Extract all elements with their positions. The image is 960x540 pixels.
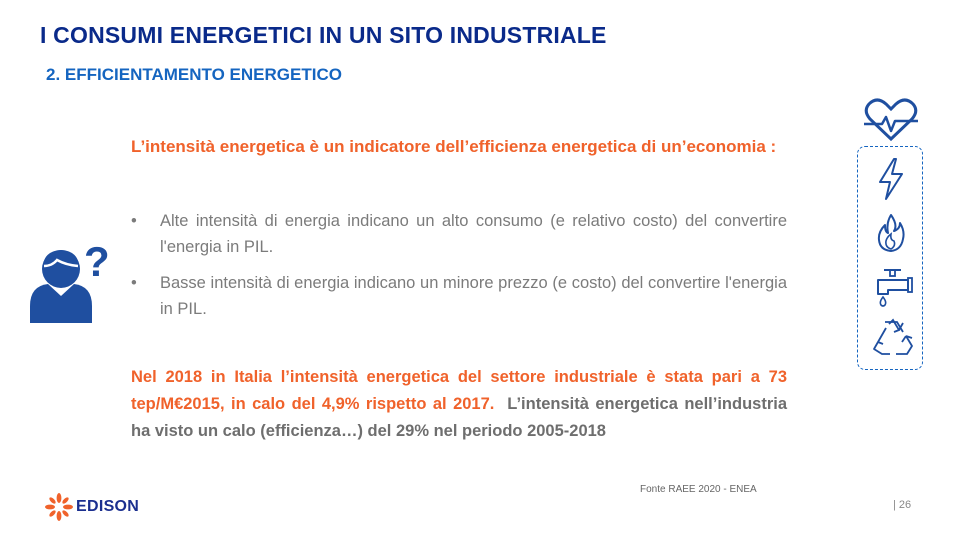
heart-pulse-icon [864, 98, 918, 142]
bullet-dot: • [131, 212, 137, 230]
energy-icons-panel [857, 146, 923, 370]
svg-text:?: ? [84, 238, 110, 285]
edison-logo-icon [45, 493, 73, 521]
flame-icon [877, 214, 905, 252]
stats-paragraph: Nel 2018 in Italia l’intensità energetic… [131, 364, 787, 445]
stats-detail: L’intensità energetica nell’industria ha… [131, 395, 787, 440]
edison-logo: EDISON [44, 490, 139, 524]
stats-highlight: Nel 2018 in Italia l’intensità energetic… [131, 368, 787, 413]
recycle-icon [873, 318, 913, 355]
person-question-icon: ? [30, 238, 110, 323]
source-note: Fonte RAEE 2020 - ENEA [640, 484, 757, 495]
page-title: I CONSUMI ENERGETICI IN UN SITO INDUSTRI… [40, 22, 607, 48]
bullet-list: • Alte intensità di energia indicano un … [131, 208, 787, 332]
bullet-text: Alte intensità di energia indicano un al… [160, 212, 787, 256]
bullet-item: • Alte intensità di energia indicano un … [131, 208, 787, 260]
bullet-item: • Basse intensità di energia indicano un… [131, 270, 787, 322]
water-tap-icon [877, 269, 913, 307]
bullet-dot: • [131, 274, 137, 292]
page-subtitle: 2. EFFICIENTAMENTO ENERGETICO [46, 65, 342, 84]
edison-logo-text: EDISON [76, 498, 140, 515]
page-number: | 26 [893, 499, 912, 511]
bullet-text: Basse intensità di energia indicano un m… [160, 274, 787, 318]
intro-text: L’intensità energetica è un indicatore d… [131, 137, 777, 156]
lightning-icon [879, 158, 903, 200]
